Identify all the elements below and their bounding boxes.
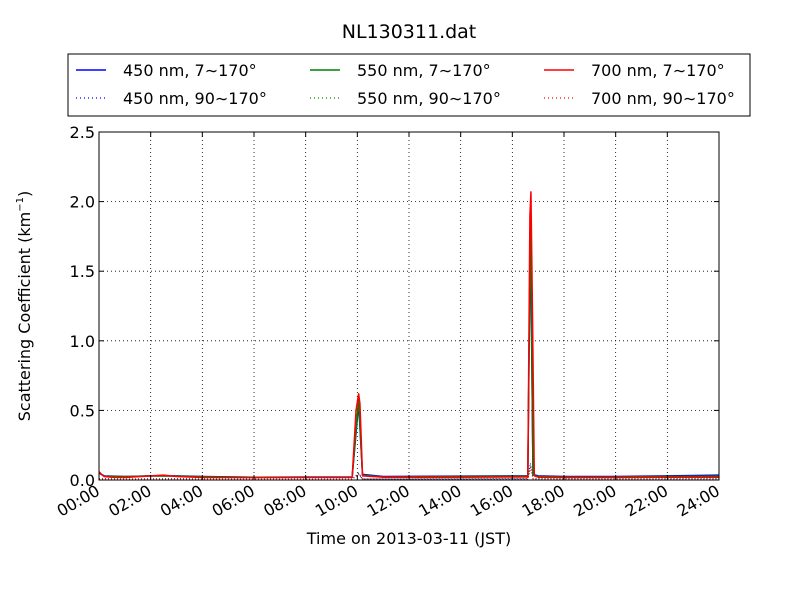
legend-label: 700 nm, 7∼170° xyxy=(591,61,725,80)
chart-title: NL130311.dat xyxy=(342,21,477,43)
legend-frame xyxy=(67,53,751,117)
x-tick-labels: 00:00 02:00 04:00 06:00 08:00 10:00 12:00 14:00… xyxy=(54,481,723,521)
x-tick-label: 18:00 xyxy=(519,481,568,521)
legend-label: 450 nm, 90∼170° xyxy=(123,89,267,108)
legend-label: 700 nm, 90∼170° xyxy=(591,89,735,108)
legend: 450 nm, 7∼170° 450 nm, 90∼170° 550 nm, 7∼1… xyxy=(67,53,751,117)
y-tick-label: 0.5 xyxy=(70,401,95,420)
y-axis-label: Scattering Coefficient (km−1) xyxy=(15,191,34,422)
legend-label: 450 nm, 7∼170° xyxy=(123,61,257,80)
x-tick-label: 08:00 xyxy=(260,481,309,521)
y-axis-label-tail: ) xyxy=(15,191,34,197)
x-tick-label: 16:00 xyxy=(467,481,516,521)
x-tick-label: 12:00 xyxy=(364,481,413,521)
y-tick-label: 2.0 xyxy=(70,193,95,212)
y-axis-label-main: Scattering Coefficient (km xyxy=(15,212,34,422)
x-tick-label: 22:00 xyxy=(622,481,671,521)
x-axis-label: Time on 2013-03-11 (JST) xyxy=(306,529,511,548)
legend-label: 550 nm, 90∼170° xyxy=(357,89,501,108)
x-tick-label: 24:00 xyxy=(674,481,723,521)
series-group xyxy=(98,191,720,480)
ticks xyxy=(98,131,720,481)
y-tick-label: 2.5 xyxy=(70,123,95,142)
legend-label: 550 nm, 7∼170° xyxy=(357,61,491,80)
y-tick-label: 1.5 xyxy=(70,262,95,281)
y-axis-label-superscript: −1 xyxy=(15,197,26,212)
x-tick-label: 10:00 xyxy=(312,481,361,521)
x-tick-label: 14:00 xyxy=(415,481,464,521)
y-tick-labels: 0.0 0.5 1.0 1.5 2.0 2.5 xyxy=(70,123,95,490)
series-line xyxy=(98,191,719,479)
x-tick-label: 02:00 xyxy=(105,481,154,521)
y-tick-label: 0.0 xyxy=(70,471,95,490)
grid xyxy=(99,132,719,480)
x-tick-label: 20:00 xyxy=(570,481,619,521)
plot-area xyxy=(99,132,719,480)
y-tick-label: 1.0 xyxy=(70,332,95,351)
series-line xyxy=(98,466,719,480)
x-tick-label: 04:00 xyxy=(157,481,206,521)
series-line xyxy=(99,465,719,480)
x-tick-label: 06:00 xyxy=(209,481,258,521)
